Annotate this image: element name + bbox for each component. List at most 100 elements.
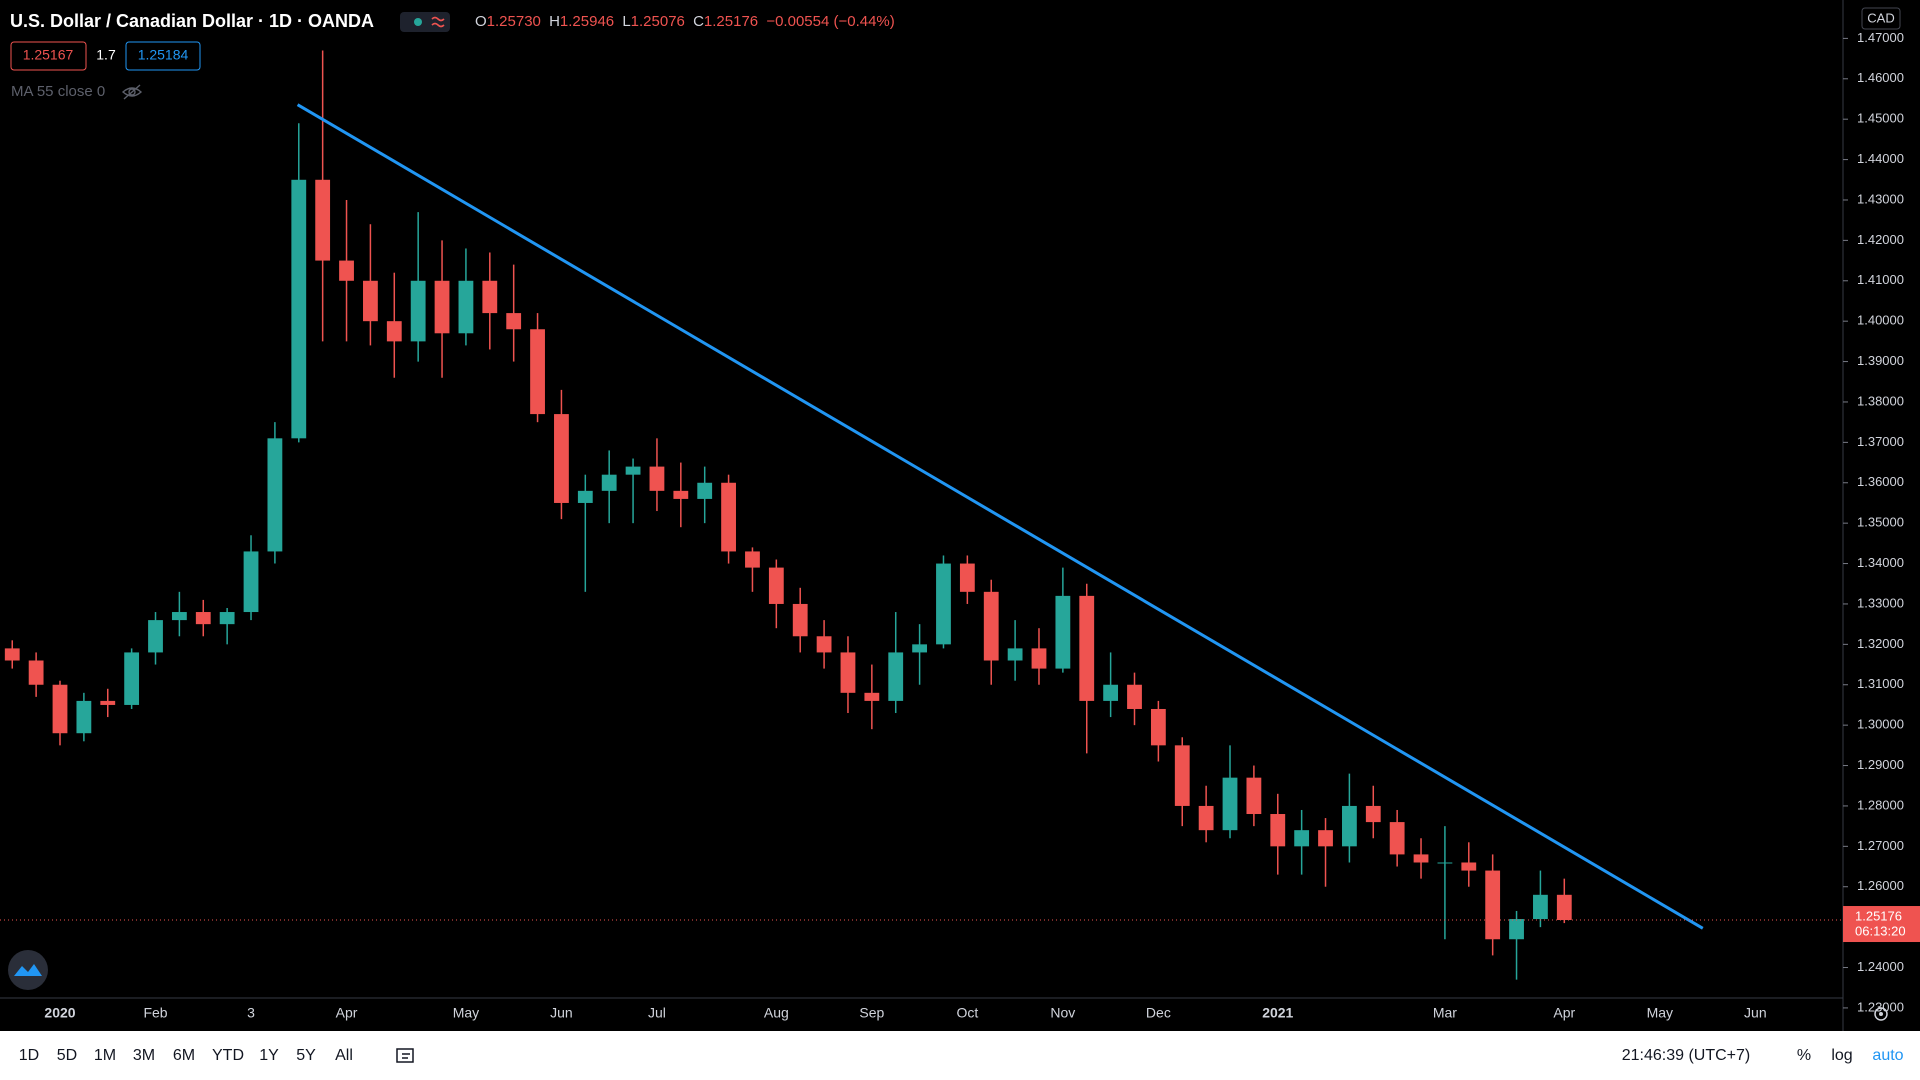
x-tick-label: May	[453, 1005, 479, 1021]
candle-body	[1437, 862, 1453, 864]
ohlc-value: 1.25946	[560, 13, 614, 30]
y-tick-label: 1.33000	[1857, 595, 1904, 610]
y-tick-label: 1.46000	[1857, 70, 1904, 85]
candle-body	[100, 700, 116, 705]
data-status-icon	[431, 16, 445, 28]
candle-body	[1294, 830, 1310, 847]
trendline[interactable]	[296, 103, 1704, 930]
ask-price[interactable]: 1.25184	[138, 47, 189, 63]
candle-body	[339, 260, 354, 281]
candle-body	[1246, 777, 1262, 815]
candle-body	[195, 612, 211, 625]
candle-body	[458, 280, 474, 334]
y-tick-label: 1.26000	[1857, 878, 1904, 893]
range-button[interactable]: 3M	[133, 1047, 155, 1064]
candle-body	[792, 603, 808, 637]
scale-option[interactable]: %	[1797, 1047, 1811, 1064]
y-tick-label: 1.23000	[1857, 999, 1904, 1014]
x-tick-label: Aug	[764, 1005, 789, 1021]
candle-body	[28, 660, 44, 685]
ohlc-label: O	[475, 13, 487, 30]
x-tick-label: 3	[247, 1005, 255, 1021]
hide-indicator-icon[interactable]	[121, 84, 143, 100]
range-button[interactable]: YTD	[212, 1047, 244, 1064]
x-tick-label: Feb	[143, 1005, 167, 1021]
y-tick-label: 1.39000	[1857, 353, 1904, 368]
logo[interactable]	[8, 950, 48, 990]
logo-mark	[14, 964, 42, 976]
spread: 1.7	[96, 47, 116, 63]
candle-body	[291, 179, 307, 439]
candle-body	[959, 563, 975, 592]
ohlc-label: L	[622, 13, 630, 30]
candle-body	[1485, 870, 1501, 940]
range-button[interactable]: 5D	[57, 1047, 77, 1064]
y-tick-label: 1.36000	[1857, 474, 1904, 489]
range-button[interactable]: 5Y	[296, 1047, 316, 1064]
y-tick-label: 1.43000	[1857, 191, 1904, 206]
range-button[interactable]: 1M	[94, 1047, 116, 1064]
settings-icon[interactable]	[1874, 1007, 1888, 1021]
ohlc-label: C	[693, 13, 704, 30]
candle-body	[816, 636, 832, 653]
range-button[interactable]: 1D	[19, 1047, 39, 1064]
ohlc-value: 1.25076	[631, 13, 685, 30]
sell-box[interactable]	[10, 41, 87, 71]
y-tick-label: 1.44000	[1857, 151, 1904, 166]
range-button[interactable]: 1Y	[259, 1047, 279, 1064]
calendar-lines	[402, 1053, 410, 1059]
y-tick-label: 1.27000	[1857, 838, 1904, 853]
currency-box[interactable]	[1861, 7, 1901, 30]
candle-body	[243, 551, 259, 613]
scale-option[interactable]: auto	[1872, 1047, 1903, 1064]
range-button[interactable]: 6M	[173, 1047, 195, 1064]
candle-body	[1150, 708, 1166, 746]
x-tick-label: Oct	[956, 1005, 978, 1021]
y-tick-label: 1.37000	[1857, 434, 1904, 449]
y-tick-label: 1.47000	[1857, 30, 1904, 45]
candle-body	[363, 280, 378, 322]
candle-body	[267, 438, 283, 552]
y-tick-label: 1.42000	[1857, 232, 1904, 247]
compare-icon[interactable]	[396, 1048, 414, 1063]
candle-body	[4, 648, 20, 661]
y-tick-label: 1.41000	[1857, 272, 1904, 287]
candle-body	[530, 329, 545, 415]
gear	[1874, 1007, 1888, 1021]
candle-body	[768, 567, 784, 604]
clock: 21:46:39 (UTC+7)	[1622, 1047, 1751, 1064]
x-tick-label: Jun	[550, 1005, 573, 1021]
candle-body	[625, 466, 641, 475]
x-tick-label: Mar	[1433, 1005, 1457, 1021]
candle-body	[219, 612, 235, 625]
candle-body	[52, 684, 68, 734]
range-button[interactable]: All	[335, 1047, 353, 1064]
candle-body	[888, 652, 904, 701]
x-tick-label: May	[1647, 1005, 1673, 1021]
ohlc-label: H	[549, 13, 560, 30]
candle-body	[1007, 648, 1023, 661]
scale-option[interactable]: log	[1831, 1047, 1852, 1064]
candle-body	[482, 280, 498, 314]
y-tick-label: 1.24000	[1857, 959, 1904, 974]
candle-body	[315, 179, 331, 261]
candle-body	[936, 563, 951, 645]
plot-area	[0, 50, 1843, 980]
candle-body	[1127, 684, 1142, 709]
candle-body	[1079, 595, 1095, 701]
candle-body	[912, 644, 928, 653]
candle-body	[745, 551, 760, 568]
candle-body	[1461, 862, 1477, 871]
y-tick-label: 1.38000	[1857, 393, 1904, 408]
buy-box[interactable]	[125, 41, 201, 71]
eye-pupil	[128, 88, 136, 96]
x-tick-label: Sep	[859, 1005, 884, 1021]
currency-label: CAD	[1867, 10, 1894, 25]
x-tick-label: 2020	[44, 1005, 75, 1021]
bid-price[interactable]: 1.25167	[23, 47, 74, 63]
x-tick-label: Nov	[1050, 1005, 1075, 1021]
y-tick-label: 1.31000	[1857, 676, 1904, 691]
candle-body	[721, 482, 736, 552]
candle-body	[601, 474, 617, 491]
x-tick-label: 2021	[1262, 1005, 1293, 1021]
